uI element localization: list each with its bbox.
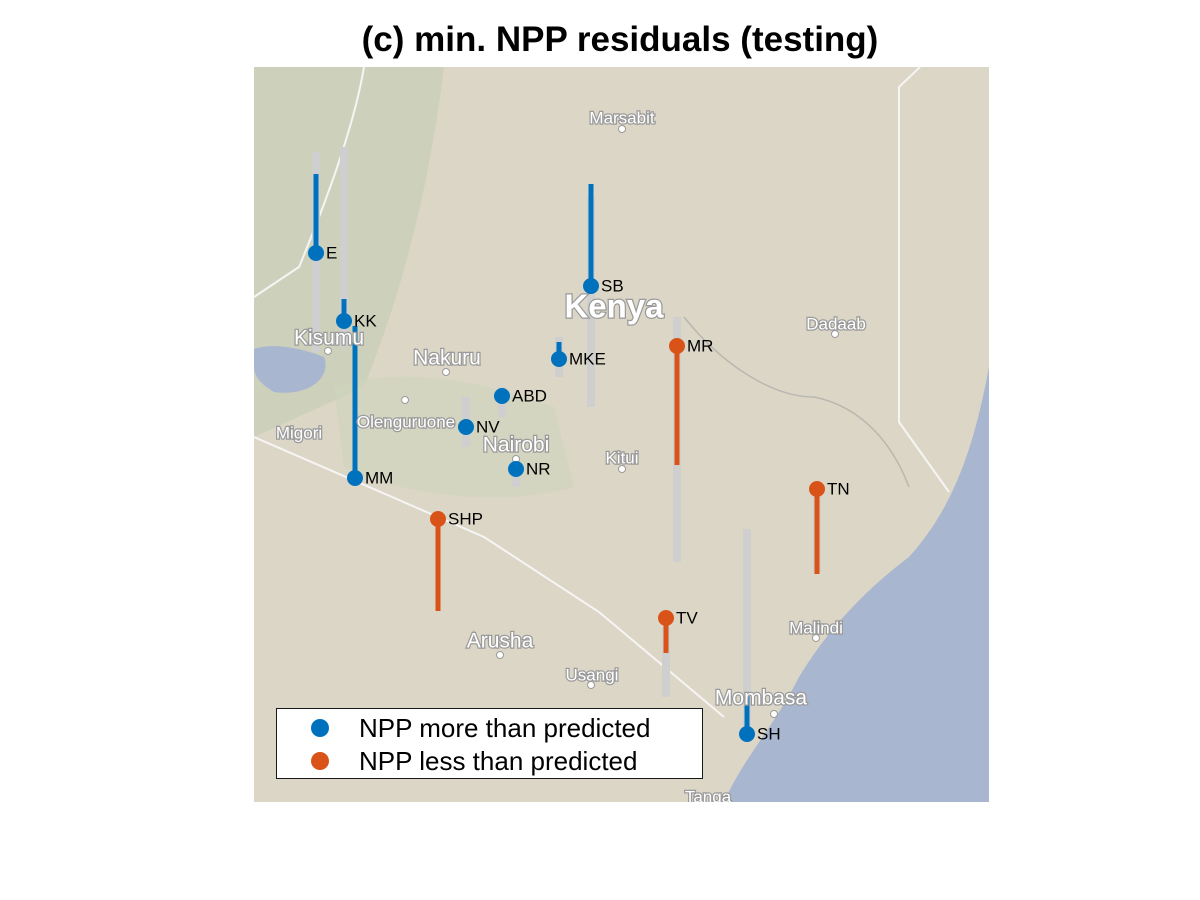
station-marker-mm[interactable] xyxy=(347,470,363,486)
station-markers: E KK SB MKE MR ABD NV MM NR TN SHP TV SH xyxy=(308,243,850,743)
station-label-nr: NR xyxy=(526,459,551,478)
station-marker-shp[interactable] xyxy=(430,511,446,527)
station-marker-mke[interactable] xyxy=(551,351,567,367)
legend-label-more: NPP more than predicted xyxy=(359,712,651,743)
station-label-kk: KK xyxy=(354,311,377,330)
place-label-malindi: Malindi xyxy=(789,618,843,637)
place-dot-olenguruone xyxy=(401,396,409,404)
station-label-tv: TV xyxy=(676,608,698,627)
place-label-usangi: Usangi xyxy=(566,665,619,684)
station-label-tn: TN xyxy=(827,479,850,498)
place-label-nakuru: Nakuru xyxy=(413,347,481,370)
station-marker-mr[interactable] xyxy=(669,338,685,354)
legend-marker-more xyxy=(311,719,329,737)
station-marker-abd[interactable] xyxy=(494,388,510,404)
station-label-mr: MR xyxy=(687,336,713,355)
place-dot-marsabit xyxy=(618,125,626,133)
ocean xyxy=(724,367,989,802)
place-label-mombasa: Mombasa xyxy=(715,687,808,710)
place-dot-dadaab xyxy=(831,330,839,338)
place-label-kenya: Kenya xyxy=(564,288,664,325)
place-label-tanga: Tanga xyxy=(685,787,732,802)
legend-marker-less xyxy=(311,752,329,770)
station-marker-nv[interactable] xyxy=(458,419,474,435)
legend-label-less: NPP less than predicted xyxy=(359,745,638,776)
place-label-kisumu: Kisumu xyxy=(294,327,364,350)
place-dot-usangi xyxy=(587,681,595,689)
station-label-sb: SB xyxy=(601,276,624,295)
border-somalia xyxy=(898,67,950,493)
place-label-arusha: Arusha xyxy=(467,630,534,653)
place-labels: Marsabit Kenya Dadaab Kisumu Nakuru Olenguruo… xyxy=(275,107,867,802)
station-marker-e[interactable] xyxy=(308,245,324,261)
legend: NPP more than predicted NPP less than pr… xyxy=(276,708,703,779)
place-label-migori: Migori xyxy=(276,423,322,442)
place-label-marsabit: Marsabit xyxy=(589,108,654,127)
station-label-e: E xyxy=(326,243,337,262)
station-marker-nr[interactable] xyxy=(508,461,524,477)
place-label-olenguruone: Olenguruone xyxy=(357,412,455,431)
legend-item-less: NPP less than predicted xyxy=(277,745,637,777)
place-dot-mombasa xyxy=(770,710,778,718)
place-label-kitui: Kitui xyxy=(605,448,638,467)
place-dot-nakuru xyxy=(442,368,450,376)
station-label-abd: ABD xyxy=(512,386,547,405)
station-label-nv: NV xyxy=(476,417,500,436)
place-dot-kisumu xyxy=(324,347,332,355)
place-dot-arusha xyxy=(496,651,504,659)
station-marker-tn[interactable] xyxy=(809,481,825,497)
border-uganda xyxy=(254,67,365,298)
station-marker-tv[interactable] xyxy=(658,610,674,626)
place-dot-malindi xyxy=(812,634,820,642)
legend-item-more: NPP more than predicted xyxy=(277,712,650,744)
station-marker-sb[interactable] xyxy=(583,278,599,294)
lake-victoria xyxy=(254,346,326,393)
place-label-dadaab: Dadaab xyxy=(806,314,866,333)
basemap xyxy=(254,67,989,802)
border-tanzania xyxy=(254,436,725,718)
station-label-mke: MKE xyxy=(569,349,606,368)
station-label-shp: SHP xyxy=(448,509,483,528)
map-canvas: Marsabit Kenya Dadaab Kisumu Nakuru Olenguruo… xyxy=(254,67,989,802)
river-tana xyxy=(683,316,910,488)
highland-area xyxy=(254,67,444,437)
station-marker-sh[interactable] xyxy=(739,726,755,742)
place-label-nairobi: Nairobi xyxy=(483,434,550,457)
chart-title: (c) min. NPP residuals (testing) xyxy=(361,20,879,59)
place-dot-kitui xyxy=(618,465,626,473)
station-marker-kk[interactable] xyxy=(336,313,352,329)
map-panel[interactable]: Marsabit Kenya Dadaab Kisumu Nakuru Olenguruo… xyxy=(254,67,989,802)
station-label-sh: SH xyxy=(757,724,781,743)
station-label-mm: MM xyxy=(365,468,393,487)
